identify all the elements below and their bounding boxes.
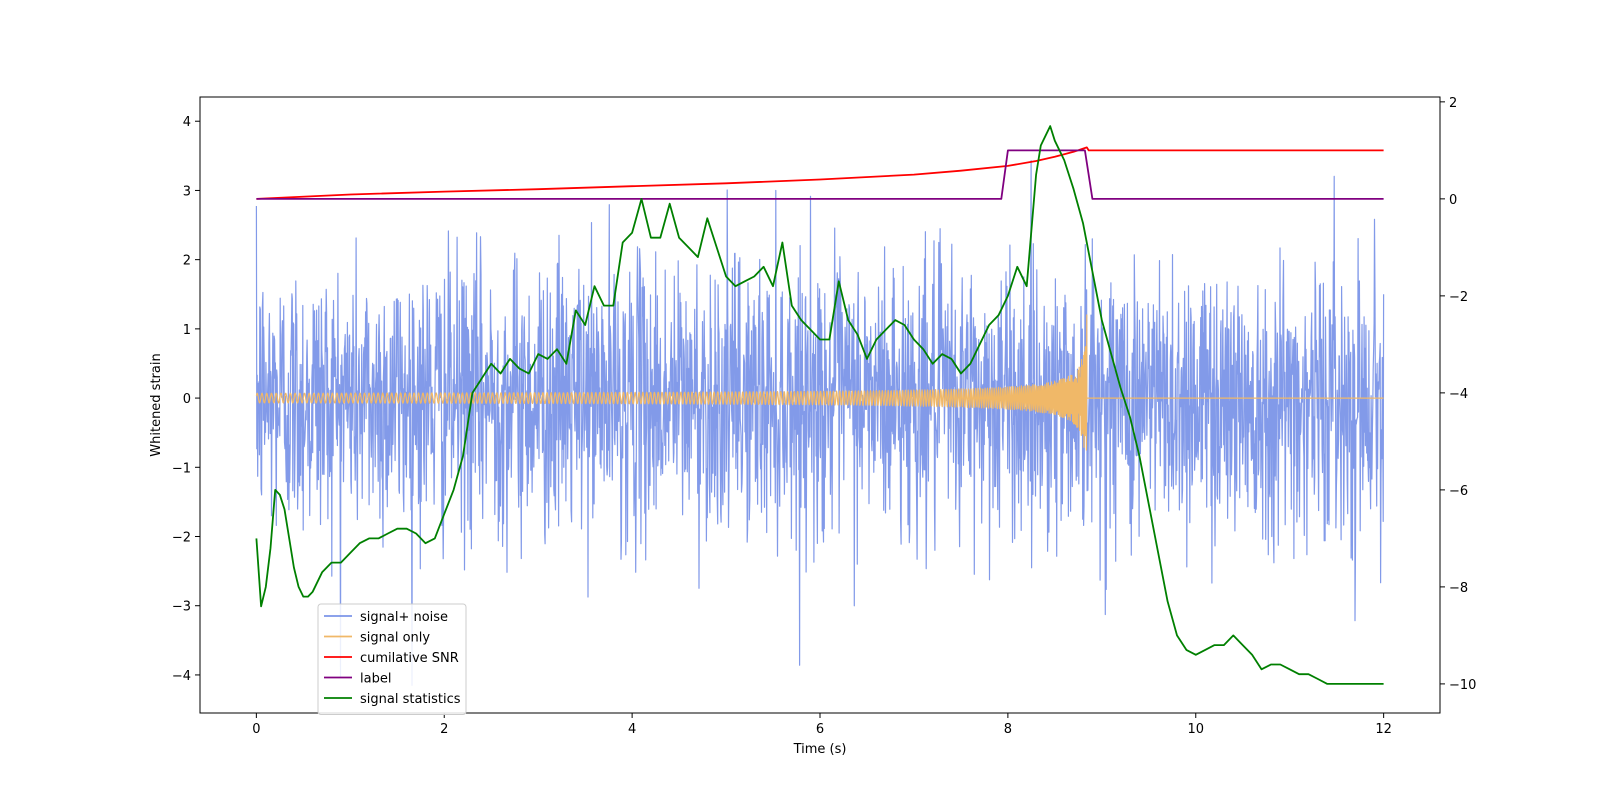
legend-label: signal only <box>360 631 430 646</box>
series-line-1 <box>255 314 1384 451</box>
y2-tick-label: −8 <box>1449 581 1468 596</box>
x-axis-label: Time (s) <box>793 742 847 757</box>
y2-tick-label: −2 <box>1449 290 1468 305</box>
x-tick-label: 10 <box>1187 722 1204 737</box>
x-tick-label: 4 <box>628 722 636 737</box>
y-tick-label: −2 <box>172 531 191 546</box>
series-line-2 <box>256 146 1384 200</box>
legend-label: cumilative SNR <box>360 651 459 666</box>
legend-label: signal+ noise <box>360 610 448 625</box>
x-axis: 0 2 4 6 8 10 12 <box>252 713 1392 737</box>
series-layer <box>255 125 1385 686</box>
legend-box <box>317 603 467 715</box>
x-tick-label: 12 <box>1375 722 1392 737</box>
legend-label: signal statistics <box>360 692 461 707</box>
y-tick-label: 4 <box>183 115 191 130</box>
legend: signal+ noise signal only cumilative SNR la… <box>317 603 467 715</box>
y-tick-label: −4 <box>172 669 191 684</box>
y-axis-left: −4 −3 −2 −1 0 1 2 3 4 <box>172 115 200 684</box>
x-tick-label: 0 <box>252 722 260 737</box>
legend-label: label <box>360 672 391 687</box>
series-line-0 <box>255 160 1385 686</box>
y2-tick-label: 0 <box>1449 193 1457 208</box>
y-tick-label: 2 <box>183 254 191 269</box>
x-tick-label: 2 <box>440 722 448 737</box>
y2-tick-label: −6 <box>1449 484 1468 499</box>
y-tick-label: 1 <box>183 323 191 338</box>
y2-tick-label: −4 <box>1449 387 1468 402</box>
y2-tick-label: −10 <box>1449 678 1476 693</box>
y-axis-right: −10 −8 −6 −4 −2 0 2 <box>1440 96 1476 693</box>
y-axis-label: Whitened strain <box>149 353 164 456</box>
y-tick-label: 0 <box>183 392 191 407</box>
y-tick-label: −1 <box>172 461 191 476</box>
y2-tick-label: 2 <box>1449 96 1457 111</box>
y-tick-label: −3 <box>172 600 191 615</box>
series-line-4 <box>255 125 1384 685</box>
x-tick-label: 6 <box>816 722 824 737</box>
x-tick-label: 8 <box>1004 722 1012 737</box>
series-line-3 <box>256 149 1384 200</box>
y-tick-label: 3 <box>183 184 191 199</box>
